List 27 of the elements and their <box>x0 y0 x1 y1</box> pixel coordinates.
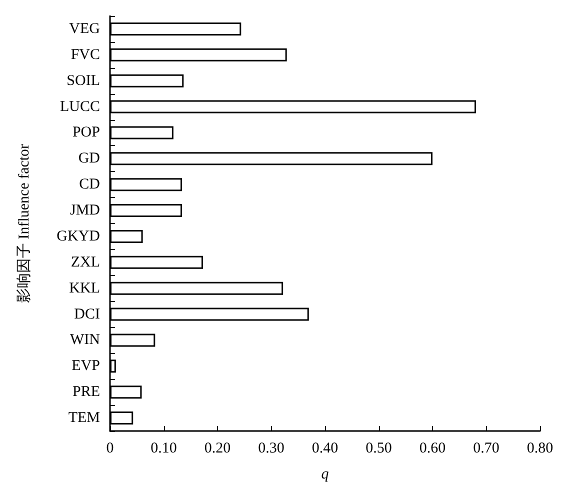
y-tick-label: GD <box>78 150 100 167</box>
y-tick-label: VEG <box>69 20 100 37</box>
y-tick-label: JMD <box>70 202 100 219</box>
y-tick-label: LUCC <box>60 98 100 115</box>
y-tick-label: POP <box>72 124 100 141</box>
y-tick-label: FVC <box>70 46 100 63</box>
y-tick-label: EVP <box>72 358 100 374</box>
x-axis-title: q <box>321 466 330 482</box>
x-tick-label: 0.20 <box>204 440 231 456</box>
x-tick-label: 0.80 <box>526 440 554 456</box>
y-tick-label: ZXL <box>70 254 100 270</box>
x-tick-label: 0.60 <box>419 440 446 456</box>
x-tick-label: 0.50 <box>366 440 392 456</box>
x-tick-label: 0.10 <box>150 440 177 456</box>
y-tick-label: PRE <box>72 384 100 400</box>
y-tick-label: SOIL <box>66 72 100 89</box>
y-tick-label: GKYD <box>56 228 100 244</box>
x-tick-label: 0.30 <box>258 440 284 456</box>
y-tick-label: WIN <box>70 332 100 348</box>
y-axis-title: 影响因子 Influence factor <box>16 144 32 304</box>
x-tick-label: 0 <box>106 440 114 456</box>
x-tick-label: 0.70 <box>473 440 500 456</box>
x-tick-label: 0.40 <box>312 440 338 456</box>
y-tick-label: TEM <box>68 410 100 426</box>
y-tick-label: CD <box>79 176 100 193</box>
y-tick-label: KKL <box>69 280 100 296</box>
y-tick-label: DCI <box>74 306 100 322</box>
